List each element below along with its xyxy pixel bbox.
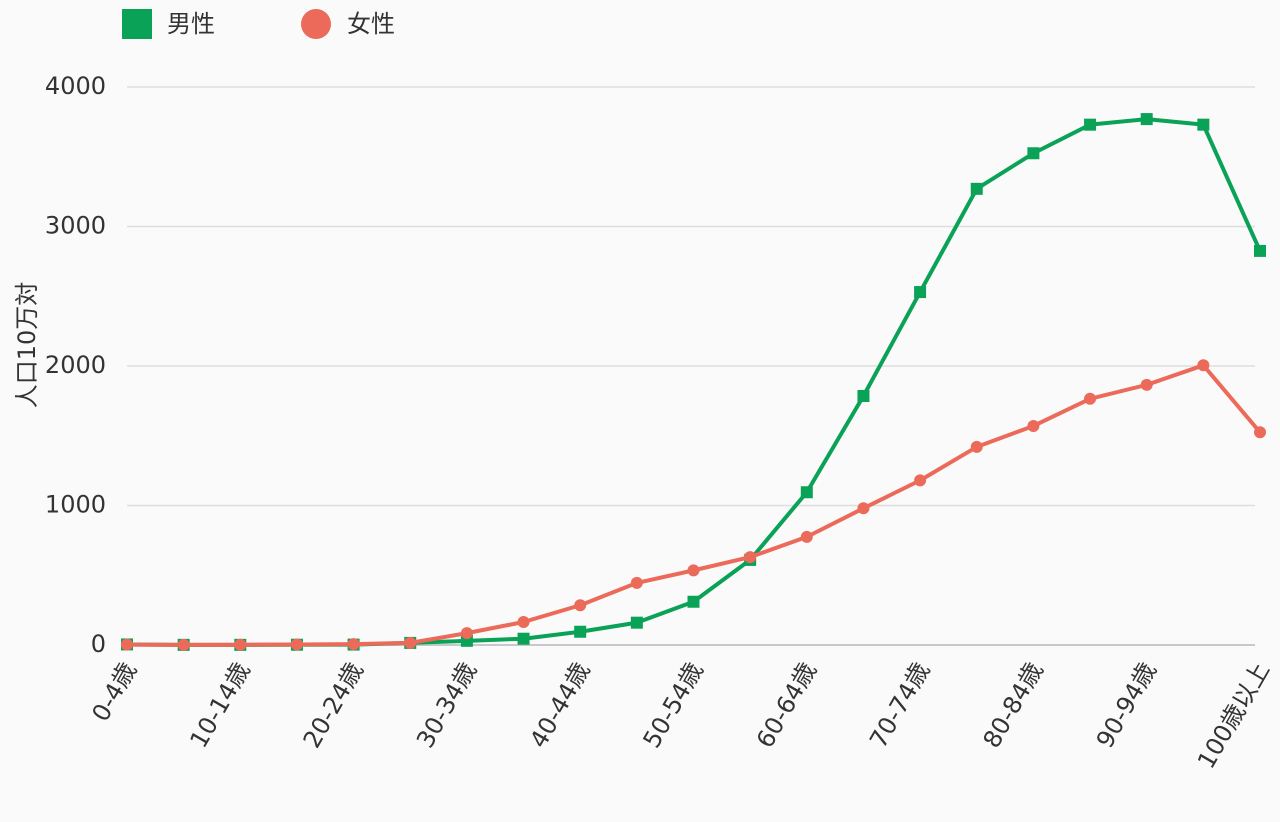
data-point bbox=[914, 474, 927, 487]
data-point bbox=[800, 530, 813, 543]
data-point bbox=[630, 616, 643, 629]
data-point bbox=[630, 576, 643, 589]
data-point bbox=[574, 625, 587, 638]
data-point bbox=[290, 638, 303, 651]
data-point bbox=[1197, 118, 1210, 131]
data-point bbox=[177, 638, 190, 651]
data-point bbox=[1140, 113, 1153, 126]
y-axis-label: 人口10万対 bbox=[13, 282, 41, 409]
data-point bbox=[687, 595, 700, 608]
data-point bbox=[404, 636, 417, 649]
x-tick-label: 40-44歳 bbox=[524, 658, 595, 753]
y-tick-label: 4000 bbox=[45, 72, 106, 100]
data-point bbox=[1084, 118, 1097, 131]
legend-label: 女性 bbox=[347, 10, 395, 38]
legend-label: 男性 bbox=[167, 10, 215, 38]
data-point bbox=[121, 638, 133, 651]
data-point bbox=[970, 440, 983, 453]
x-tick-label: 10-14歳 bbox=[184, 658, 255, 753]
data-point bbox=[970, 182, 983, 195]
data-point bbox=[914, 286, 927, 299]
y-tick-label: 2000 bbox=[45, 351, 106, 379]
data-point bbox=[1254, 426, 1266, 439]
x-tick-label: 70-74歳 bbox=[864, 658, 935, 753]
x-tick-label: 50-54歳 bbox=[638, 658, 709, 753]
data-point bbox=[1197, 359, 1210, 372]
x-tick-label: 60-64歳 bbox=[751, 658, 822, 753]
data-point bbox=[1140, 378, 1153, 391]
data-point bbox=[234, 638, 247, 651]
data-point bbox=[1027, 419, 1040, 432]
x-tick-label: 20-24歳 bbox=[298, 658, 369, 753]
data-point bbox=[687, 564, 700, 577]
x-tick-label: 80-84歳 bbox=[978, 658, 1049, 753]
x-tick-label: 100歳以上 bbox=[1192, 658, 1275, 774]
data-point bbox=[857, 502, 870, 515]
legend-marker bbox=[301, 9, 331, 39]
data-point bbox=[347, 638, 360, 651]
data-point bbox=[517, 632, 530, 645]
data-point bbox=[744, 551, 757, 564]
data-point bbox=[574, 599, 587, 612]
data-point bbox=[857, 389, 870, 402]
data-point bbox=[460, 627, 473, 640]
y-tick-label: 3000 bbox=[45, 212, 106, 240]
y-tick-label: 0 bbox=[91, 630, 106, 658]
x-tick-label: 0-4歳 bbox=[86, 658, 142, 727]
x-tick-label: 30-34歳 bbox=[411, 658, 482, 753]
x-tick-label: 90-94歳 bbox=[1091, 658, 1162, 753]
data-point bbox=[800, 486, 813, 499]
data-point bbox=[517, 615, 530, 628]
y-tick-label: 1000 bbox=[45, 491, 106, 519]
legend-marker bbox=[122, 9, 152, 39]
data-point bbox=[1084, 392, 1097, 405]
data-point bbox=[1027, 147, 1040, 160]
data-point bbox=[1254, 244, 1266, 257]
